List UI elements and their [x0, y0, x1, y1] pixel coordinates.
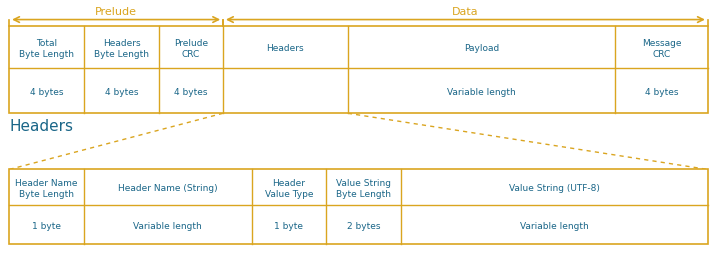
Text: 1 byte: 1 byte	[275, 222, 303, 231]
Text: Total
Byte Length: Total Byte Length	[19, 39, 74, 59]
Text: Variable length: Variable length	[133, 222, 202, 231]
Text: 2 bytes: 2 bytes	[347, 222, 381, 231]
Text: Variable length: Variable length	[447, 88, 516, 97]
Text: Value String
Byte Length: Value String Byte Length	[336, 179, 391, 199]
Text: Prelude
CRC: Prelude CRC	[174, 39, 208, 59]
Text: Headers
Byte Length: Headers Byte Length	[94, 39, 149, 59]
Bar	[9, 169, 708, 244]
Text: Variable length: Variable length	[520, 222, 589, 231]
Text: Payload: Payload	[464, 44, 499, 53]
Text: 1 byte: 1 byte	[32, 222, 61, 231]
Text: Value String (UTF-8): Value String (UTF-8)	[509, 184, 600, 194]
Text: 4 bytes: 4 bytes	[174, 88, 208, 97]
Text: Headers: Headers	[9, 119, 73, 135]
Bar	[9, 26, 708, 113]
Text: Header Name
Byte Length: Header Name Byte Length	[15, 179, 78, 199]
Text: Header Name (String): Header Name (String)	[118, 184, 218, 194]
Text: Header
Value Type: Header Value Type	[265, 179, 313, 199]
Text: Message
CRC: Message CRC	[642, 39, 681, 59]
Text: 4 bytes: 4 bytes	[645, 88, 678, 97]
Text: Headers: Headers	[267, 44, 304, 53]
Text: 4 bytes: 4 bytes	[30, 88, 63, 97]
Text: 4 bytes: 4 bytes	[105, 88, 138, 97]
Text: Prelude: Prelude	[95, 7, 137, 17]
Text: Data: Data	[452, 7, 479, 17]
